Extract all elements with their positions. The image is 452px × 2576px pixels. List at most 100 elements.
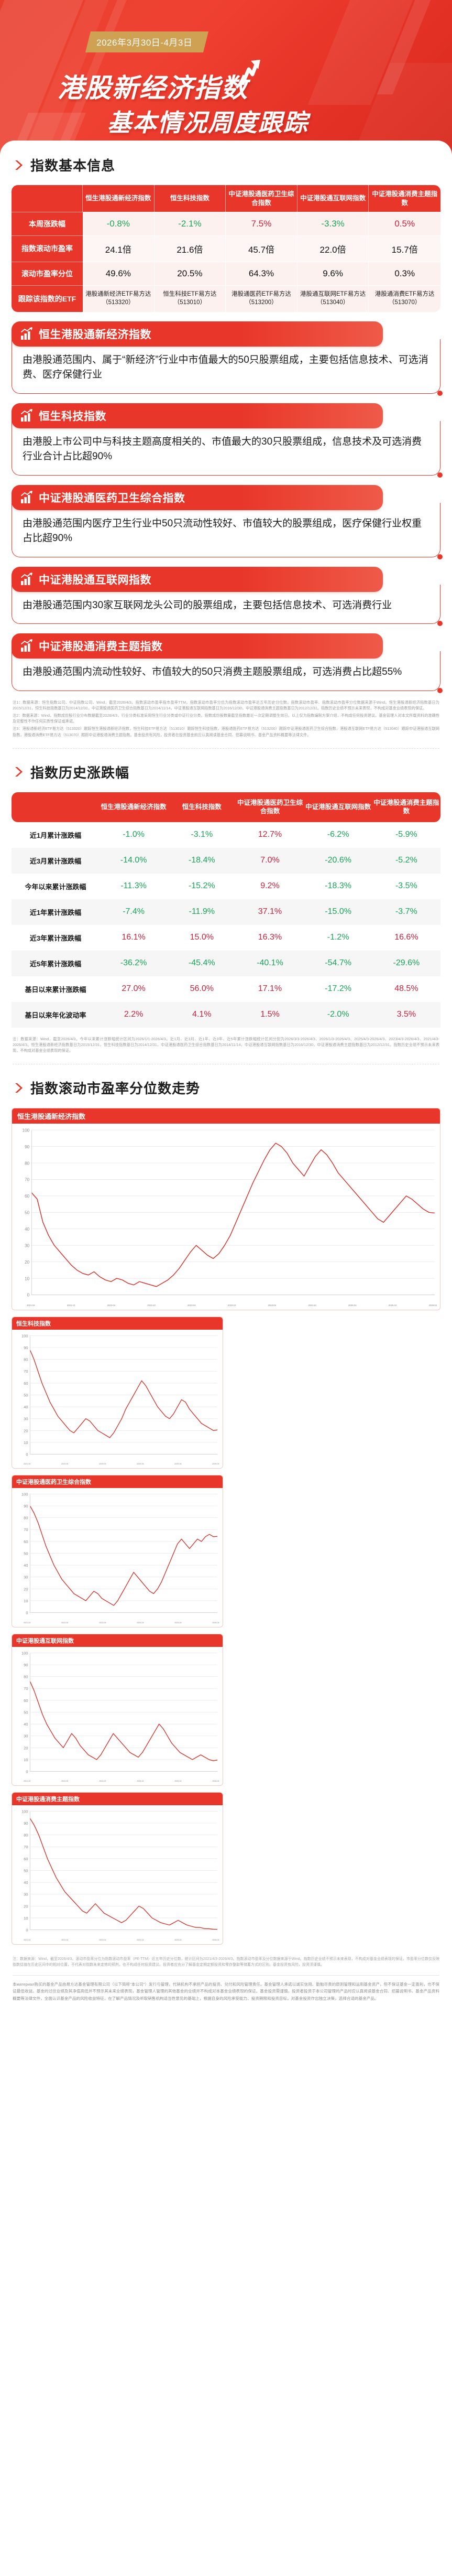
- svg-text:20: 20: [24, 1428, 28, 1433]
- charts-container: 恒生港股通新经济指数 0 10 20 30 40 50 60 70 80 90 100 2021-0…: [0, 1108, 452, 1951]
- svg-text:20: 20: [24, 1587, 28, 1592]
- cell-value: -54.7%: [304, 950, 372, 976]
- svg-text:0: 0: [27, 1293, 30, 1298]
- col-header-2: 中证港股通医药卫生综合指数: [236, 792, 304, 822]
- basic-info-tbody: 本周涨跌幅 -0.8% -2.1% 7.5% -3.3% 0.5% 指数滚动市盈…: [12, 212, 440, 312]
- page-subtitle: 基本情况周度跟踪: [107, 109, 308, 137]
- cell-value: 9.2%: [260, 881, 280, 891]
- page-title: 港股新经济指数: [58, 73, 248, 103]
- table-row: 基日以来年化波动率 2.2% 4.1% 1.5% -2.0% 3.5%: [12, 1001, 440, 1028]
- chart-body: 0 10 20 30 40 50 60 70 80 90 100 2021-04 2022-04 202…: [12, 1488, 223, 1626]
- section-title: 指数历史涨跌幅: [30, 764, 130, 781]
- pe-percentile-line-chart: 0 10 20 30 40 50 60 70 80 90 100: [21, 1809, 218, 1933]
- index-card-2: 中证港股通医药卫生综合指数 由港股通范围内医疗卫生行业中50只流动性较好、市值较…: [12, 484, 443, 559]
- svg-text:60: 60: [25, 1194, 30, 1199]
- x-axis-labels: 2021-04 2022-04 2023-04 2024-04 2025-04 2026-…: [13, 1779, 222, 1784]
- row-label: 近1年累计涨跌幅: [12, 899, 100, 925]
- cell-value: -1.0%: [123, 830, 145, 839]
- x-axis-labels: 2021-04 2022-04 2023-04 2024-04 2025-04 2026-…: [13, 1938, 222, 1943]
- x-tick-label: 2022-04: [61, 1462, 69, 1465]
- cell-value: -14.0%: [100, 847, 168, 874]
- etf-cell[interactable]: 恒生科技ETF易方达（513010）: [154, 285, 226, 312]
- cell-value: 0.5%: [369, 212, 440, 235]
- table-row: 近1年累计涨跌幅 -7.4% -11.9% 37.1% -15.0% -3.7%: [12, 899, 440, 925]
- cell-value: -11.3%: [120, 881, 147, 891]
- date-range-badge: 2026年3月30日-4月3日: [85, 31, 209, 52]
- history-tbody: 近1月累计涨跌幅 -1.0% -3.1% 12.7% -6.2% -5.9% 近…: [12, 822, 440, 1028]
- up-arrow-icon: [240, 60, 260, 85]
- decor-dot: [437, 621, 443, 627]
- svg-text:30: 30: [24, 1575, 28, 1580]
- table-row-etf: 跟踪该指数的ETF 港股通新经济ETF易方达（513320） 恒生科技ETF易方…: [12, 285, 440, 312]
- svg-text:90: 90: [24, 1504, 28, 1508]
- etf-cell[interactable]: 港股通互联网ETF易方达（513040）: [297, 285, 369, 312]
- svg-text:90: 90: [25, 1145, 30, 1149]
- table-row: 本周涨跌幅 -0.8% -2.1% 7.5% -3.3% 0.5%: [12, 212, 440, 235]
- cell-value: -3.1%: [191, 830, 213, 839]
- chevron-right-icon: [15, 1083, 23, 1093]
- bar-chart-icon: [21, 572, 32, 585]
- col-header-1: 恒生科技指数: [168, 792, 236, 822]
- cell-value: 0.3%: [369, 262, 440, 285]
- cell-value: -29.6%: [372, 950, 440, 976]
- cell-value: -5.2%: [372, 847, 440, 874]
- table-row: 近1月累计涨跌幅 -1.0% -3.1% 12.7% -6.2% -5.9%: [12, 822, 440, 848]
- index-card-3: 中证港股通互联网指数 由港股通范围内30家互联网龙头公司的股票组成，主要包括信息…: [12, 566, 443, 627]
- index-card-title: 中证港股通互联网指数: [39, 574, 151, 586]
- index-card-1: 恒生科技指数 由港股上市公司中与科技主题高度相关的、市值最大的30只股票组成，信…: [12, 403, 443, 478]
- footnote-line: 注3：港股通新经济ETF易方达（513320）跟踪恒生港股通新经济指数，恒生科技…: [13, 726, 439, 737]
- svg-text:40: 40: [24, 1880, 28, 1885]
- etf-cell[interactable]: 港股通医药ETF易方达（513200）: [226, 285, 297, 312]
- cell-value: 45.7倍: [226, 235, 297, 262]
- svg-text:40: 40: [24, 1722, 28, 1727]
- index-card-header: 中证港股通互联网指数: [12, 566, 383, 592]
- footnote-line: 注：数据来源：Wind，截至2026/4/3。滚动市盈率分位为指数滚动市盈率（P…: [13, 1957, 439, 1967]
- section-title: 指数滚动市盈率分位数走势: [30, 1081, 201, 1097]
- footnotes-basic-info: 注1：数据来源：恒生指数公司、中证指数公司、Wind，截至2026/4/3。指数…: [13, 699, 439, 738]
- x-tick-label: 2023-04: [99, 1938, 106, 1941]
- x-tick-label: 2026-04: [428, 1303, 437, 1307]
- etf-cell[interactable]: 港股通消费ETF易方达（513070）: [369, 285, 440, 312]
- table-corner-cell: [12, 792, 100, 822]
- cell-value: 16.3%: [258, 933, 282, 942]
- row-label: 跟踪该指数的ETF: [12, 285, 83, 312]
- svg-text:0: 0: [26, 1611, 28, 1615]
- chart-title: 中证港股通互联网指数: [12, 1634, 223, 1647]
- pe-percentile-line-chart: 0 10 20 30 40 50 60 70 80 90 100: [21, 1492, 218, 1615]
- row-label: 指数滚动市盈率: [12, 235, 83, 262]
- x-tick-label: 2021-04: [27, 1303, 35, 1307]
- x-tick-label: 2021-10: [67, 1303, 75, 1307]
- x-tick-label: 2023-04: [99, 1462, 106, 1465]
- row-label: 基日以来累计涨跌幅: [25, 985, 86, 994]
- chart-body: 0 10 20 30 40 50 60 70 80 90 100 2021-04 2022-04 202…: [12, 1805, 223, 1944]
- x-tick-label: 2023-10: [227, 1303, 236, 1307]
- index-card-title: 中证港股通医药卫生综合指数: [39, 492, 185, 504]
- x-tick-label: 2026-04: [212, 1780, 219, 1783]
- table-row: 指数滚动市盈率 24.1倍 21.6倍 45.7倍 22.0倍 15.7倍: [12, 235, 440, 262]
- index-card-desc: 由港股通范围内、属于“新经济”行业中市值最大的50只股票组成，主要包括信息技术、…: [23, 354, 428, 381]
- x-tick-label: 2026-04: [212, 1462, 219, 1465]
- x-tick-label: 2025-04: [174, 1780, 182, 1783]
- index-card-header: 恒生港股通新经济指数: [12, 321, 383, 347]
- chevron-right-icon: [15, 767, 23, 777]
- svg-text:60: 60: [24, 1539, 28, 1544]
- svg-text:70: 70: [24, 1686, 28, 1691]
- svg-text:30: 30: [24, 1892, 28, 1897]
- col-header-0: 恒生港股通新经济指数: [83, 185, 155, 212]
- table-header-row: 恒生港股通新经济指数 恒生科技指数 中证港股通医药卫生综合指数 中证港股通互联网…: [12, 185, 440, 212]
- cell-value: 27.0%: [122, 984, 146, 994]
- index-card-body: 由港股通范围内医疗卫生行业中50只流动性较好、市值较大的股票组成，医疗保健行业权…: [12, 502, 443, 559]
- bar-chart-icon: [21, 490, 32, 503]
- svg-text:100: 100: [21, 1492, 28, 1497]
- x-tick-label: 2025-04: [174, 1938, 182, 1941]
- footnote-line: 注2：数据来源：Wind，指数成份股行业分布数据截至2026/4/3，行业分类标…: [13, 713, 439, 724]
- history-table: 恒生港股通新经济指数 恒生科技指数 中证港股通医药卫生综合指数 中证港股通互联网…: [12, 792, 440, 1028]
- section-divider: [13, 748, 439, 749]
- etf-cell[interactable]: 港股通新经济ETF易方达（513320）: [83, 285, 155, 312]
- cell-value: -45.4%: [168, 950, 236, 976]
- index-card-title: 恒生科技指数: [39, 410, 106, 423]
- x-axis-labels: 2021-04 2021-10 2022-04 2022-10 2023-04 2023-…: [13, 1303, 439, 1309]
- index-card-header: 中证港股通消费主题指数: [12, 633, 383, 659]
- cell-value: 21.6倍: [154, 235, 226, 262]
- row-label: 近3年累计涨跌幅: [29, 934, 82, 942]
